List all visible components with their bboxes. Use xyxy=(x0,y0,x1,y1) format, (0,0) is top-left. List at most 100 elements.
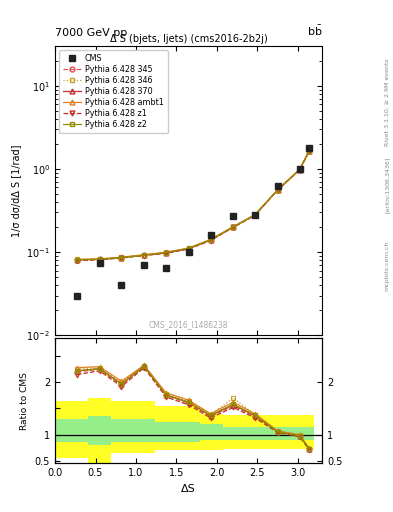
Pythia 6.428 ambt1 xyxy=(186,245,191,251)
Pythia 6.428 370 xyxy=(275,187,280,193)
Pythia 6.428 346 xyxy=(119,254,124,260)
Pythia 6.428 346 xyxy=(275,187,280,193)
Bar xyxy=(156,421,200,442)
Pythia 6.428 ambt1 xyxy=(275,187,280,193)
Line: Pythia 6.428 370: Pythia 6.428 370 xyxy=(74,148,312,262)
Bar xyxy=(200,414,223,450)
Pythia 6.428 z2 xyxy=(307,147,312,154)
Pythia 6.428 ambt1 xyxy=(231,224,235,230)
Text: Rivet 3.1.10, ≥ 2.9M events: Rivet 3.1.10, ≥ 2.9M events xyxy=(385,58,389,146)
Pythia 6.428 346 xyxy=(186,245,191,251)
Pythia 6.428 z1 xyxy=(119,255,124,261)
Pythia 6.428 z1 xyxy=(97,257,102,263)
Pythia 6.428 z2 xyxy=(208,237,213,243)
Pythia 6.428 z2 xyxy=(142,252,147,258)
Pythia 6.428 z1 xyxy=(142,252,147,259)
Line: Pythia 6.428 z1: Pythia 6.428 z1 xyxy=(74,148,312,263)
Text: mcplots.cern.ch: mcplots.cern.ch xyxy=(385,241,389,291)
Pythia 6.428 346 xyxy=(142,252,147,258)
Pythia 6.428 ambt1 xyxy=(119,254,124,260)
Pythia 6.428 370 xyxy=(75,257,79,263)
Text: 7000 GeV pp: 7000 GeV pp xyxy=(55,28,127,38)
Pythia 6.428 346 xyxy=(75,257,79,263)
Bar xyxy=(290,427,314,440)
Pythia 6.428 345 xyxy=(119,254,124,261)
Pythia 6.428 ambt1 xyxy=(307,147,312,154)
Pythia 6.428 346 xyxy=(307,147,312,154)
Y-axis label: Ratio to CMS: Ratio to CMS xyxy=(20,372,29,430)
X-axis label: ΔS: ΔS xyxy=(181,484,196,494)
Bar xyxy=(223,427,290,440)
Bar xyxy=(88,398,111,463)
Pythia 6.428 346 xyxy=(297,166,302,173)
Line: Pythia 6.428 346: Pythia 6.428 346 xyxy=(74,148,312,262)
Pythia 6.428 370 xyxy=(142,252,147,258)
Pythia 6.428 ambt1 xyxy=(97,256,102,262)
Pythia 6.428 z2 xyxy=(253,212,257,218)
Pythia 6.428 346 xyxy=(231,224,235,230)
Pythia 6.428 370 xyxy=(163,250,168,256)
Pythia 6.428 345 xyxy=(307,148,312,154)
Pythia 6.428 370 xyxy=(307,148,312,154)
Pythia 6.428 346 xyxy=(163,249,168,255)
Pythia 6.428 346 xyxy=(208,237,213,243)
Pythia 6.428 345 xyxy=(142,252,147,258)
Pythia 6.428 345 xyxy=(253,212,257,218)
Pythia 6.428 z1 xyxy=(297,167,302,173)
Pythia 6.428 z1 xyxy=(307,148,312,154)
Pythia 6.428 z2 xyxy=(75,257,79,263)
Bar xyxy=(88,416,111,445)
Pythia 6.428 345 xyxy=(275,187,280,193)
Pythia 6.428 z2 xyxy=(275,187,280,193)
Text: b$\bar{\rm b}$: b$\bar{\rm b}$ xyxy=(307,24,322,38)
Pythia 6.428 370 xyxy=(208,237,213,243)
Bar xyxy=(55,400,88,458)
Pythia 6.428 z2 xyxy=(119,254,124,261)
Bar xyxy=(55,419,88,442)
Pythia 6.428 370 xyxy=(253,212,257,218)
Pythia 6.428 z2 xyxy=(297,166,302,173)
Text: [arXiv:1306.3436]: [arXiv:1306.3436] xyxy=(385,156,389,212)
Pythia 6.428 ambt1 xyxy=(142,252,147,258)
Pythia 6.428 z1 xyxy=(163,250,168,257)
Pythia 6.428 370 xyxy=(97,257,102,263)
Pythia 6.428 z2 xyxy=(97,257,102,263)
Text: CMS_2016_I1486238: CMS_2016_I1486238 xyxy=(149,321,228,330)
Pythia 6.428 ambt1 xyxy=(297,166,302,173)
Pythia 6.428 z2 xyxy=(231,224,235,230)
Pythia 6.428 z1 xyxy=(253,212,257,218)
Pythia 6.428 345 xyxy=(297,166,302,173)
Pythia 6.428 ambt1 xyxy=(75,257,79,263)
Y-axis label: 1/σ dσ/dΔ S [1/rad]: 1/σ dσ/dΔ S [1/rad] xyxy=(11,144,21,237)
Pythia 6.428 z1 xyxy=(186,246,191,252)
Legend: CMS, Pythia 6.428 345, Pythia 6.428 346, Pythia 6.428 370, Pythia 6.428 ambt1, P: CMS, Pythia 6.428 345, Pythia 6.428 346,… xyxy=(59,50,167,133)
Pythia 6.428 z2 xyxy=(186,245,191,251)
Pythia 6.428 ambt1 xyxy=(163,249,168,255)
Bar xyxy=(223,415,290,449)
Line: Pythia 6.428 345: Pythia 6.428 345 xyxy=(74,148,312,263)
Pythia 6.428 346 xyxy=(253,211,257,218)
Pythia 6.428 ambt1 xyxy=(253,211,257,218)
Bar xyxy=(111,419,156,442)
Pythia 6.428 370 xyxy=(231,224,235,230)
Pythia 6.428 z1 xyxy=(275,187,280,193)
Pythia 6.428 345 xyxy=(208,237,213,243)
Pythia 6.428 345 xyxy=(75,257,79,263)
Pythia 6.428 z1 xyxy=(75,258,79,264)
Title: Δ S (bjets, ljets) (cms2016-2b2j): Δ S (bjets, ljets) (cms2016-2b2j) xyxy=(110,34,268,44)
Pythia 6.428 345 xyxy=(163,250,168,256)
Pythia 6.428 370 xyxy=(119,254,124,261)
Pythia 6.428 z1 xyxy=(231,224,235,230)
Pythia 6.428 346 xyxy=(97,256,102,262)
Pythia 6.428 345 xyxy=(186,246,191,252)
Pythia 6.428 ambt1 xyxy=(208,237,213,243)
Bar xyxy=(200,424,223,440)
Bar xyxy=(290,415,314,449)
Line: Pythia 6.428 ambt1: Pythia 6.428 ambt1 xyxy=(74,148,312,262)
Pythia 6.428 370 xyxy=(186,246,191,252)
Pythia 6.428 370 xyxy=(297,166,302,173)
Pythia 6.428 345 xyxy=(97,257,102,263)
Pythia 6.428 z2 xyxy=(163,249,168,255)
Bar xyxy=(111,400,156,453)
Pythia 6.428 z1 xyxy=(208,238,213,244)
